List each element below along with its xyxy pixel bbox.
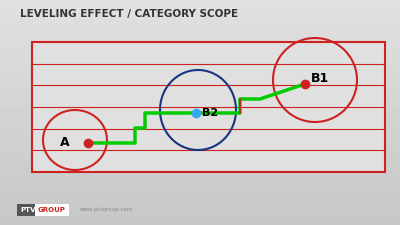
Text: PTV: PTV bbox=[20, 207, 36, 213]
Bar bbox=[32, 42, 385, 172]
Text: www.ptvgroup.com: www.ptvgroup.com bbox=[80, 207, 133, 212]
Text: A: A bbox=[60, 137, 70, 149]
Text: LEVELING EFFECT / CATEGORY SCOPE: LEVELING EFFECT / CATEGORY SCOPE bbox=[20, 9, 238, 19]
Text: B1: B1 bbox=[311, 72, 329, 85]
Text: B2: B2 bbox=[202, 108, 218, 118]
Text: GROUP: GROUP bbox=[38, 207, 66, 213]
